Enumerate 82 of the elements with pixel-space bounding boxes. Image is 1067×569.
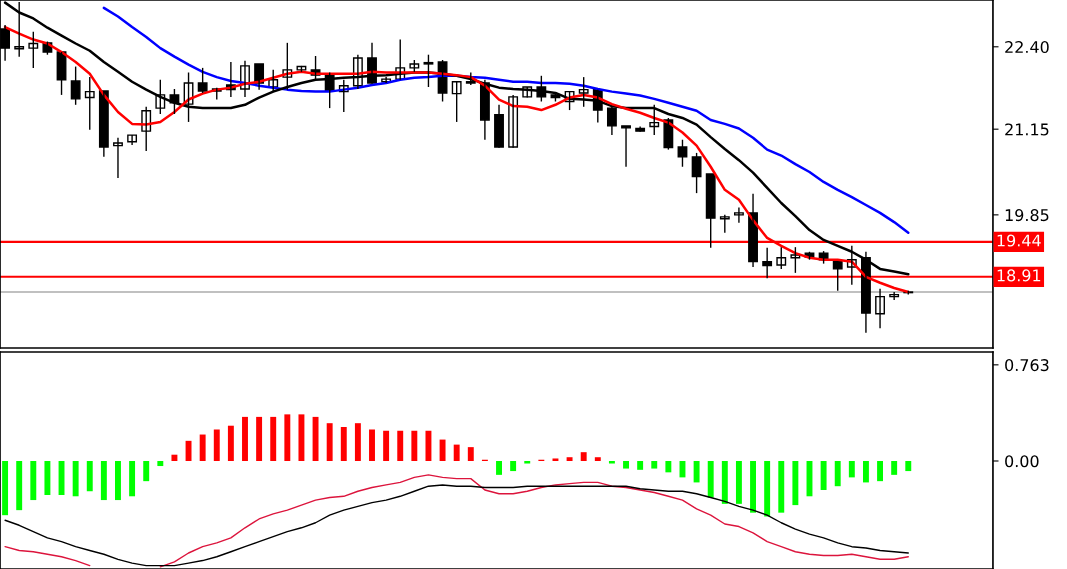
bar [764,461,771,517]
bar [580,452,587,461]
bar [848,461,855,478]
candlestick [451,81,462,123]
bar [72,461,79,497]
bar [129,461,136,497]
bar [439,439,446,461]
bar [185,440,192,461]
candlestick [197,67,208,94]
ref-line-label: 19.44 [997,234,1041,247]
bar [524,461,531,464]
bar [411,430,418,461]
y-tick-label: 0.00 [1005,455,1039,468]
bar [496,461,502,475]
bar [792,461,799,506]
bar [171,454,178,461]
bar [891,461,898,475]
bar [566,457,573,461]
bar [143,461,150,482]
candlestick [621,125,631,168]
candlestick [70,65,81,106]
bar [242,416,248,461]
y-tick-label: 0.763 [1005,359,1049,372]
bar [862,461,869,483]
bar [86,461,93,492]
bar [735,461,742,504]
ref-line-label: 18.91 [997,269,1041,282]
bar [778,461,785,513]
bar [44,461,51,496]
bar [905,461,912,472]
candlestick [719,214,730,234]
bar [16,461,23,511]
y-tick-label: 19.85 [1005,209,1049,222]
bar [608,461,615,464]
bar [750,461,756,513]
bar [665,461,672,473]
candlestick [832,260,843,292]
bar [707,461,714,498]
bar [693,461,700,483]
bar [834,461,841,487]
bar [453,444,460,461]
bar [820,461,827,490]
bar [270,416,277,461]
bar [467,447,474,461]
bar [284,414,291,461]
bar [425,430,432,461]
line-series [102,6,910,234]
bar [2,461,9,516]
candlestick [776,246,787,270]
bar [354,423,361,461]
bar [30,461,37,501]
bar [383,430,390,461]
bar [326,423,333,461]
bar [298,414,305,461]
y-tick-label: 21.15 [1005,123,1049,136]
bar [637,461,644,470]
bar [877,461,884,482]
candlestick [733,206,744,224]
bar [397,430,404,461]
bar [256,416,263,461]
bar [594,457,601,461]
candlestick [84,76,95,131]
bar [115,461,121,501]
candlestick [423,54,434,88]
y-tick-label: 22.40 [1005,41,1049,54]
candlestick [691,152,702,194]
bar [623,461,629,469]
bar [651,461,658,469]
bar [312,416,319,461]
bar [552,458,559,461]
bar [157,461,164,467]
candlestick [578,76,589,108]
bar [100,461,107,501]
bar [510,461,517,472]
candlestick [28,30,39,69]
bar [227,425,234,461]
bar [721,461,728,504]
bar [340,426,347,461]
bar [199,434,206,461]
candlestick [705,173,716,249]
bar [369,429,375,461]
bar [213,429,220,461]
